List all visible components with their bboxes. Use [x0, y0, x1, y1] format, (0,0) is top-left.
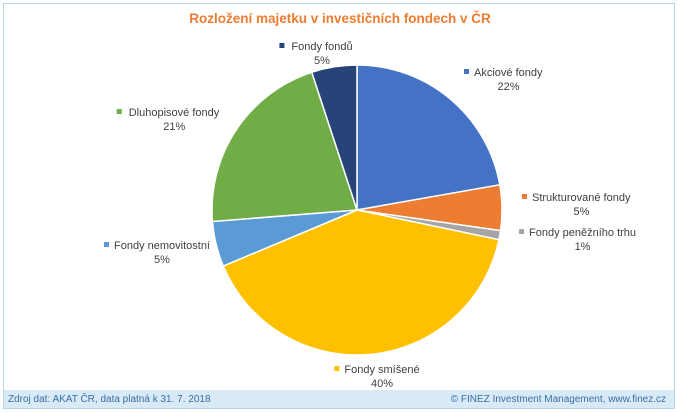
legend-marker	[116, 109, 122, 114]
copyright-credit: © FINEZ Investment Management, www.finez…	[450, 394, 666, 405]
slice-name-label: Fondy smíšené	[344, 364, 419, 376]
pie-slices	[211, 64, 503, 356]
slice-percent-label: 5%	[574, 206, 590, 218]
slice-name-label: Dluhopisové fondy	[129, 107, 220, 119]
slice-percent-label: 22%	[497, 81, 519, 93]
slice-name-label: Fondy fondů	[291, 41, 352, 53]
slice-labels: Akciové fondy 22% Strukturované fondy 5% Fon…	[104, 41, 636, 390]
slice-percent-label: 5%	[314, 55, 330, 67]
slice-percent-label: 5%	[154, 254, 170, 266]
data-source-note: Zdroj dat: AKAT ČR, data platná k 31. 7.…	[8, 394, 211, 405]
legend-marker	[104, 242, 109, 247]
pie-slice-6	[310, 64, 358, 211]
pie-slice-3	[222, 209, 500, 356]
legend-marker	[519, 229, 524, 234]
legend-marker	[279, 43, 285, 48]
legend-marker	[334, 366, 340, 371]
pie-slice-5	[211, 71, 359, 223]
slice-name-label: Fondy peněžního trhu	[529, 227, 636, 239]
slice-percent-label: 21%	[163, 121, 185, 133]
pie-slice-0	[356, 64, 501, 211]
slice-name-label: Akciové fondy	[474, 67, 543, 79]
slice-percent-label: 40%	[371, 378, 393, 390]
slice-name-label: Strukturované fondy	[532, 192, 631, 204]
legend-marker	[464, 69, 469, 74]
chart-title: Rozložení majetku v investičních fondech…	[189, 11, 491, 26]
slice-name-label: Fondy nemovitostní	[114, 240, 210, 252]
legend-marker	[522, 194, 527, 199]
footer-bar: Zdroj dat: AKAT ČR, data platná k 31. 7.…	[4, 390, 674, 408]
slice-percent-label: 1%	[575, 241, 591, 253]
